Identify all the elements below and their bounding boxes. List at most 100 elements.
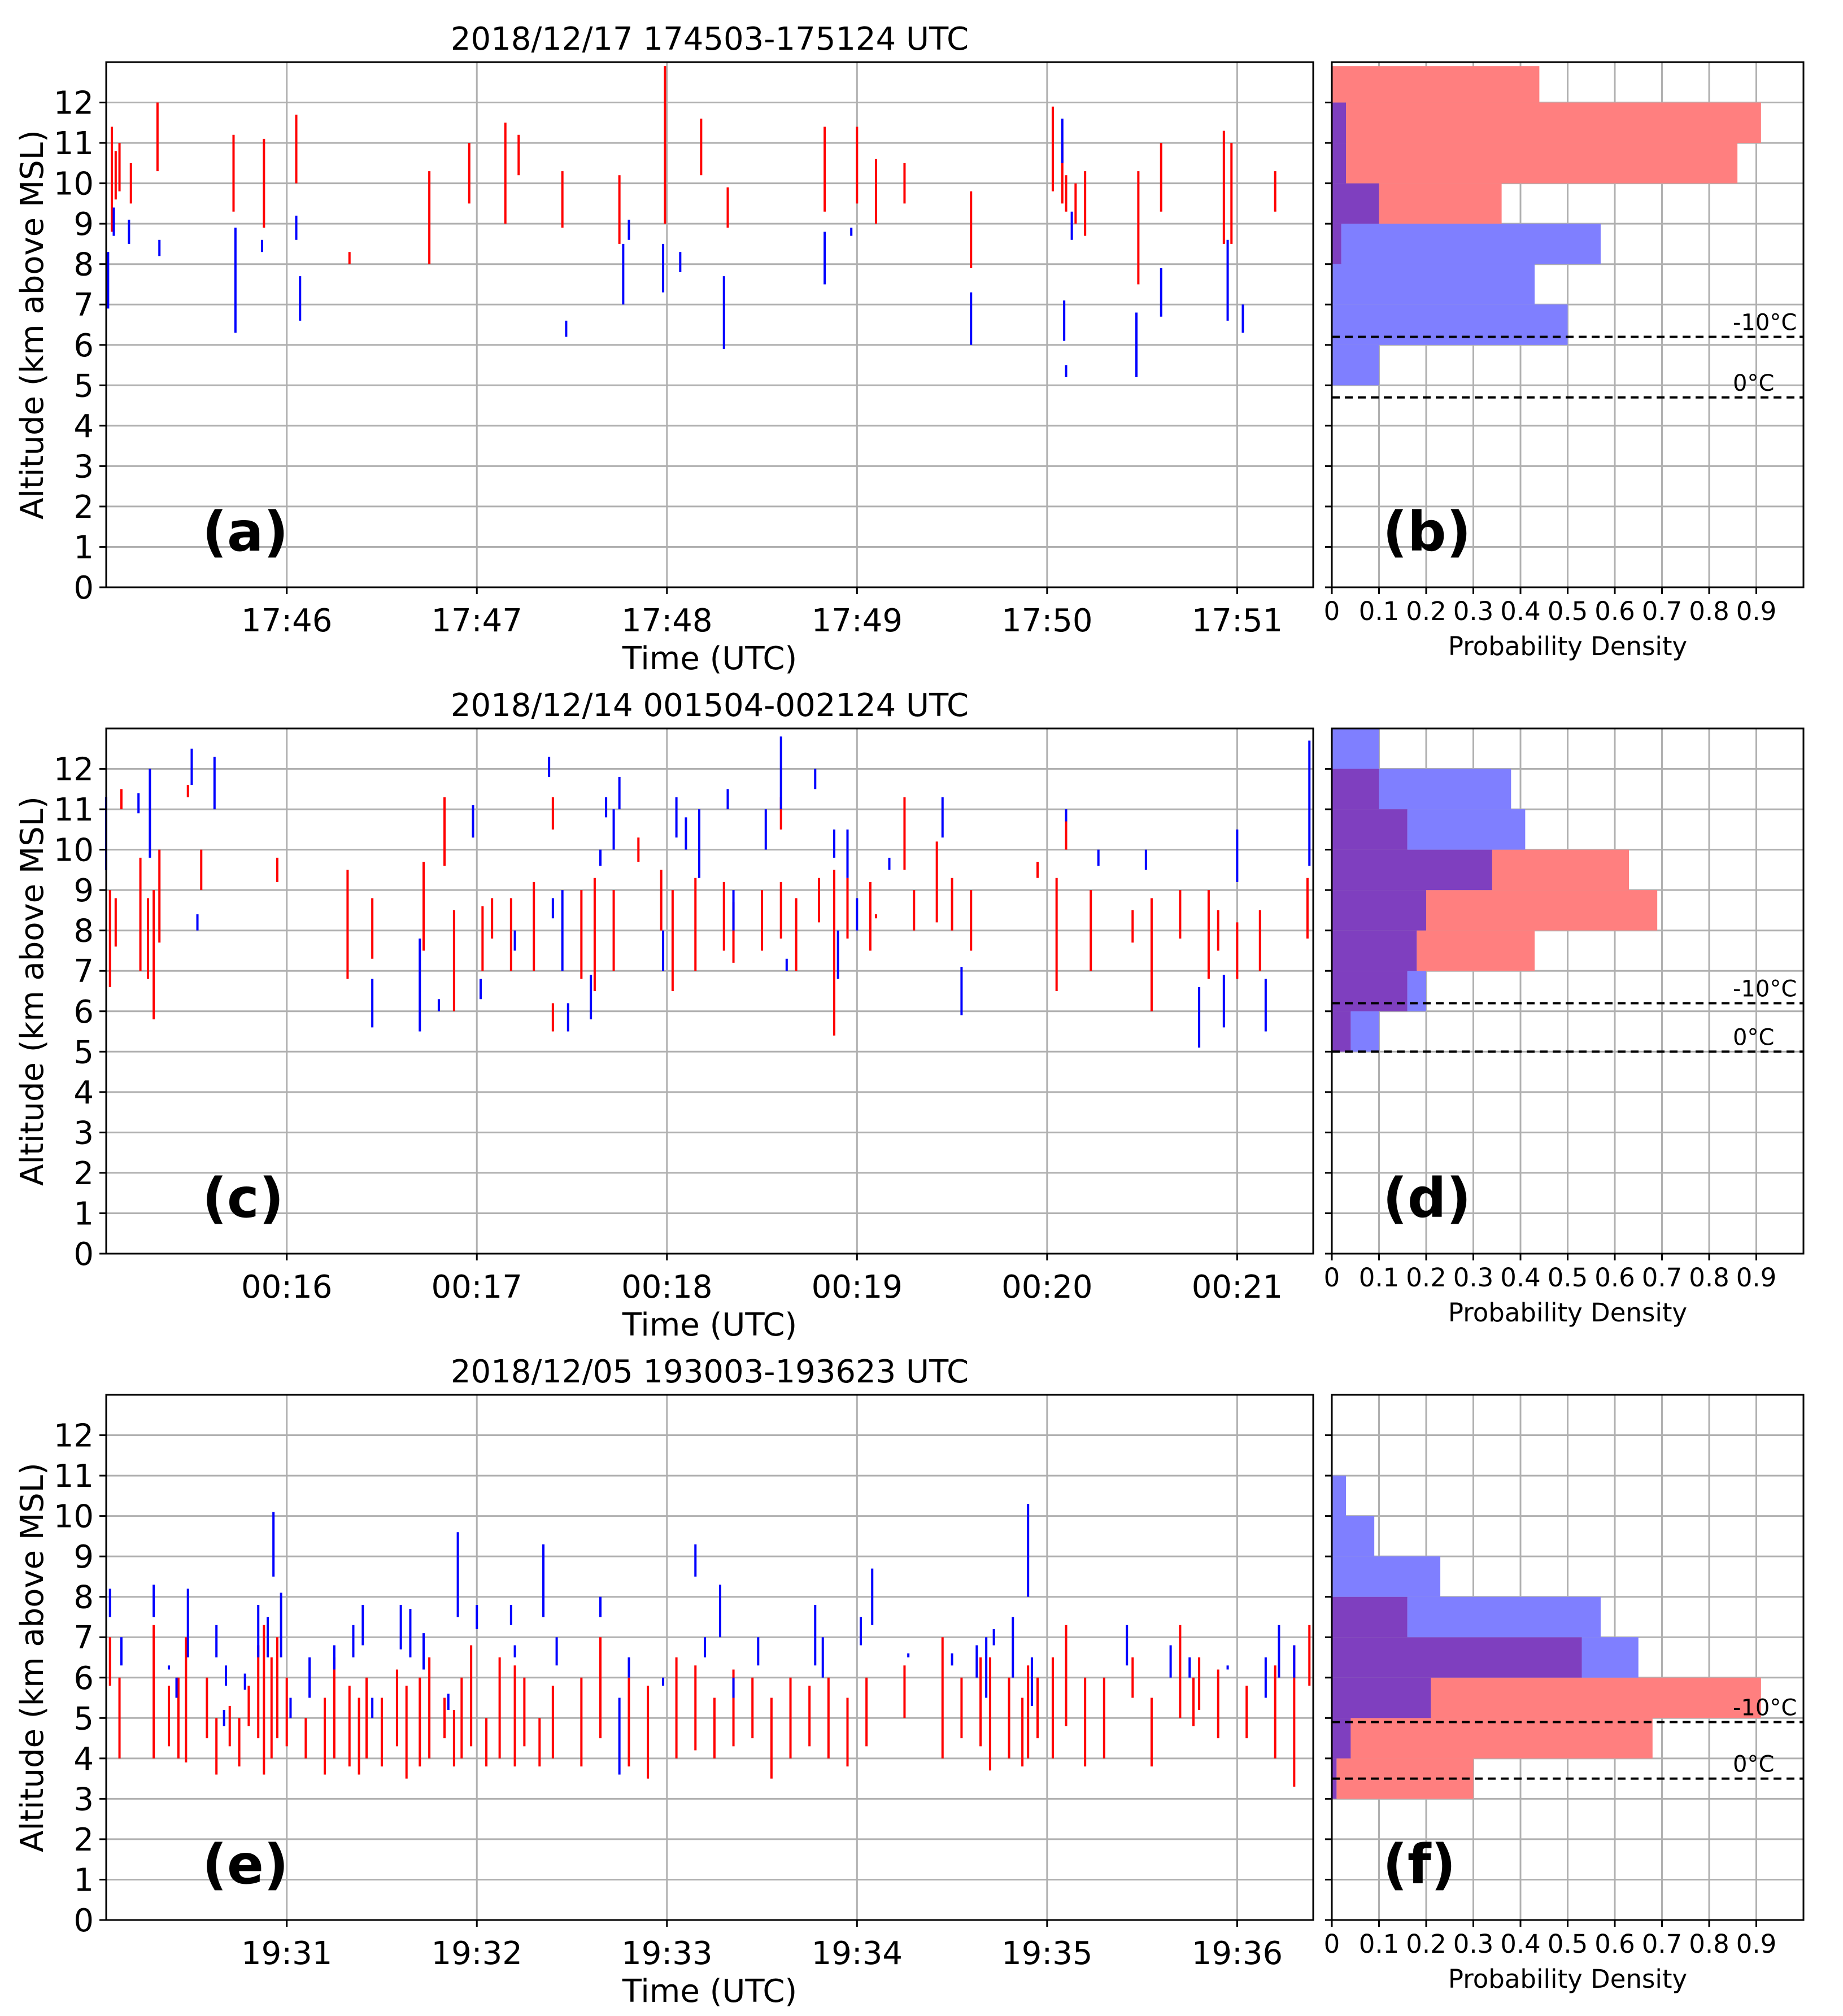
x-axis-label: Time (UTC) [622,640,798,677]
x-tick-label: 0.6 [1594,1929,1635,1959]
overlap-histogram-bar [1332,890,1426,931]
overlap-histogram-bar [1332,849,1492,891]
axes-frame [1331,727,1805,1255]
y-tick-label: 8 [73,1579,94,1616]
panel-label: (a) [202,500,289,564]
y-tick-label: 2 [73,489,94,526]
panel-label: (c) [202,1167,284,1230]
x-tick-label: 17:46 [241,603,332,639]
y-tick-label: 12 [54,85,94,122]
x-tick-label: 00:18 [621,1269,712,1306]
x-tick-label: 00:17 [432,1269,522,1306]
x-tick-label: 0.7 [1642,1929,1683,1959]
panel-label: (b) [1383,500,1471,564]
y-tick-label: 5 [73,368,94,404]
x-tick-label: 0 [1324,1929,1340,1959]
x-axis-label: Time (UTC) [622,1973,798,2010]
x-tick-label: 00:20 [1001,1269,1092,1306]
x-tick-label: 0.6 [1594,1263,1635,1293]
negative-histogram-bar [1581,1637,1639,1678]
positive-histogram-bar [1350,1718,1653,1758]
positive-histogram-bar [1492,849,1629,891]
isotherm-label: -10°C [1733,976,1797,1002]
x-tick-label: 0.8 [1689,1929,1729,1959]
x-tick-label: 0.5 [1548,1263,1588,1293]
overlap-histogram-bar [1332,224,1341,264]
x-axis-label: Probability Density [1448,631,1687,661]
y-tick-label: 5 [73,1700,94,1737]
isotherm-label: 0°C [1733,1752,1774,1778]
y-tick-label: 10 [54,166,94,203]
x-tick-label: 17:48 [621,603,712,639]
y-tick-label: 5 [73,1034,94,1071]
overlap-histogram-bar [1332,809,1408,850]
isotherm-label: -10°C [1733,1695,1797,1721]
y-tick-label: 0 [73,570,94,606]
y-tick-label: 4 [73,1075,94,1111]
x-tick-label: 0.8 [1689,1263,1729,1293]
panel-label: (f) [1383,1833,1456,1896]
x-tick-label: 0.9 [1736,1263,1777,1293]
x-tick-label: 0.4 [1500,1929,1541,1959]
axes-frame [105,61,1314,588]
y-tick-label: 8 [73,247,94,283]
y-tick-label: 6 [73,994,94,1031]
negative-histogram-bar [1332,264,1535,305]
negative-histogram-bar [1332,344,1379,386]
y-tick-label: 12 [54,1418,94,1455]
y-tick-label: 3 [73,1115,94,1151]
overlap-histogram-bar [1332,1011,1351,1052]
x-tick-label: 17:50 [1001,603,1092,639]
negative-histogram-bar [1341,224,1601,264]
overlap-histogram-bar [1332,143,1347,184]
panel-label: (e) [202,1833,289,1896]
x-tick-label: 0.1 [1359,1929,1400,1959]
y-tick-label: 7 [73,287,94,324]
y-tick-label: 0 [73,1902,94,1939]
x-tick-label: 00:19 [812,1269,903,1306]
y-tick-label: 4 [73,1741,94,1778]
y-tick-label: 1 [73,1195,94,1232]
positive-histogram-bar [1346,102,1761,143]
negative-histogram-bar [1332,1556,1441,1597]
y-tick-label: 9 [73,1539,94,1576]
negative-histogram-bar [1379,769,1511,810]
y-axis-label: Altitude (km above MSL) [14,130,51,520]
histogram-panel-1: -10°C 0°C 0 0.1 0.2 0.3 0.4 0.5 0.6 0.7 0.8 0.9 Prob… [1324,61,1805,661]
x-tick-label: 0.8 [1689,596,1729,626]
x-tick-label: 0.1 [1359,596,1400,626]
x-tick-label: 19:35 [1001,1935,1092,1972]
negative-histogram-bar [1332,304,1568,345]
y-tick-label: 0 [73,1236,94,1273]
y-tick-label: 2 [73,1155,94,1192]
positive-histogram-bar [1431,1677,1761,1718]
y-tick-label: 12 [54,752,94,788]
histogram-panel-3: -10°C 0°C 0 0.1 0.2 0.3 0.4 0.5 0.6 0.7 0.8 0.9 Prob… [1324,727,1805,1328]
isotherm-label: 0°C [1733,370,1774,396]
overlap-histogram-bar [1332,971,1408,1011]
negative-histogram-bar [1407,809,1526,850]
x-tick-label: 19:32 [432,1935,522,1972]
y-tick-label: 10 [54,832,94,869]
chart-title: 2018/12/05 193003-193623 UTC [451,1354,969,1390]
negative-histogram-bar [1407,971,1426,1011]
x-tick-label: 0.2 [1406,1929,1446,1959]
negative-histogram-bar [1332,1476,1347,1516]
panel-label: (d) [1383,1167,1471,1230]
x-tick-label: 0.3 [1453,1929,1494,1959]
positive-histogram-bar [1379,183,1502,224]
x-tick-label: 17:51 [1192,603,1283,639]
axes-frame [105,727,1314,1255]
y-tick-label: 10 [54,1499,94,1535]
y-axis-label: Altitude (km above MSL) [14,796,51,1186]
negative-histogram-bar [1332,728,1379,769]
axes-frame [105,1394,1314,1921]
x-tick-label: 00:21 [1192,1269,1283,1306]
chart-title: 2018/12/14 001504-002124 UTC [451,687,969,724]
x-tick-label: 0.3 [1453,596,1494,626]
x-tick-label: 0.1 [1359,1263,1400,1293]
x-tick-label: 0.2 [1406,1263,1446,1293]
y-tick-label: 1 [73,1862,94,1899]
